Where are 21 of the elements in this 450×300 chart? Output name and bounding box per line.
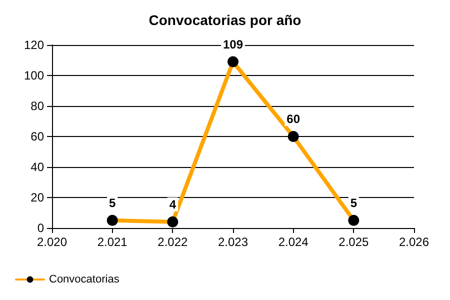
x-tick-label: 2.025	[338, 235, 370, 249]
x-tick-label: 2.024	[278, 235, 309, 249]
y-tick-label: 20	[30, 190, 44, 204]
y-tick-label: 80	[30, 99, 44, 113]
y-tick-label: 100	[24, 68, 44, 82]
x-tick-label: 2.023	[218, 235, 248, 249]
data-label: 4	[169, 197, 176, 212]
y-tick-label: 60	[30, 130, 44, 144]
y-tick-label: 40	[30, 160, 44, 174]
y-tick-label: 120	[24, 38, 44, 52]
x-tick-label: 2.021	[97, 235, 128, 249]
x-tick-label: 2.022	[158, 235, 188, 249]
data-label: 109	[222, 37, 244, 52]
data-label: 60	[286, 112, 300, 126]
data-label: 5	[108, 196, 116, 210]
x-tick-label: 2.020	[36, 235, 68, 249]
y-tick-label: 0	[37, 221, 44, 235]
x-tick-label: 2.026	[398, 235, 430, 249]
chart-title: Convocatorias por año	[148, 12, 302, 28]
data-label: 5	[350, 196, 358, 210]
legend-label: Convocatorias	[49, 274, 120, 286]
